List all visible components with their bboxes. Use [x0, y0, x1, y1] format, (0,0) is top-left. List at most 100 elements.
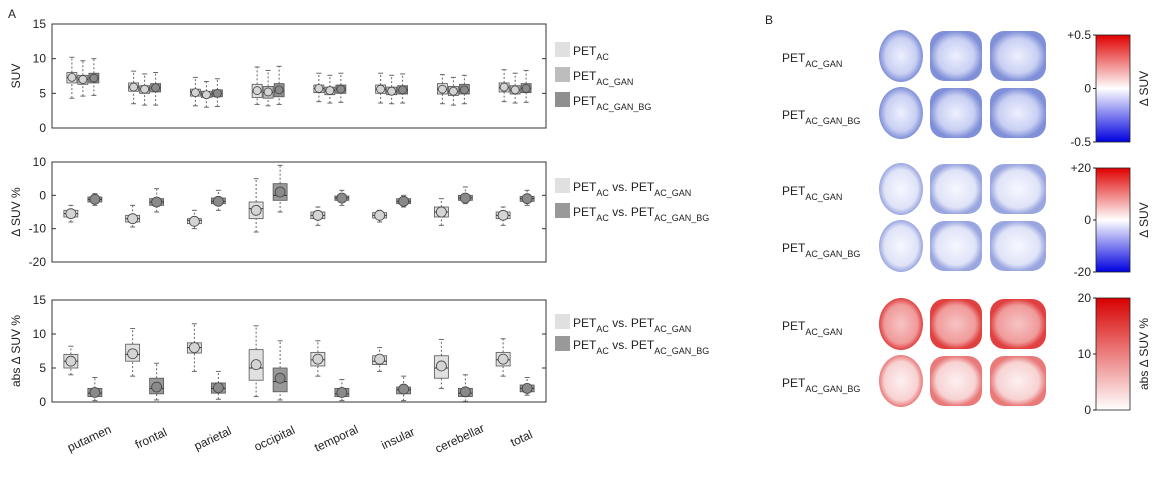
- legend-label-part: AC_GAN_BG: [654, 213, 709, 223]
- mean: [66, 356, 76, 366]
- mean: [251, 205, 261, 215]
- legend-label-part: vs. PET: [609, 338, 655, 352]
- legend-label-part: AC: [596, 188, 609, 198]
- mean: [326, 87, 334, 95]
- legend-label: PETAC_GAN: [573, 69, 633, 87]
- legend-label: PETAC vs. PETAC_GAN_BG: [573, 205, 709, 223]
- row-label: PETAC_GAN_BG: [782, 108, 860, 126]
- y-tick-label: 0: [39, 121, 46, 135]
- mean: [275, 187, 285, 197]
- mean: [90, 387, 100, 397]
- legend-label: PETAC: [573, 44, 609, 62]
- y-tick-label: 15: [33, 293, 47, 307]
- colorbar-title: Δ SUV: [1137, 202, 1151, 237]
- mean: [128, 214, 138, 224]
- y-tick-label: -10: [29, 222, 47, 236]
- brain-image: [990, 356, 1046, 406]
- mean: [152, 197, 162, 207]
- brain-image: [930, 221, 982, 271]
- legend-label: PETAC vs. PETAC_GAN: [573, 180, 691, 198]
- mean: [375, 210, 385, 220]
- mean: [460, 193, 470, 203]
- colorbar-tick-label: -20: [1074, 265, 1092, 279]
- mean: [500, 83, 508, 91]
- y-tick-label: 10: [33, 327, 47, 341]
- brain-image: [990, 88, 1046, 138]
- mean: [141, 85, 149, 93]
- y-tick-label: 5: [39, 361, 46, 375]
- panel-label: A: [8, 7, 16, 21]
- colorbar: [1096, 168, 1130, 272]
- row-label-part: PET: [782, 241, 806, 255]
- colorbar: [1096, 298, 1130, 410]
- brain-image: [990, 299, 1046, 349]
- y-tick-label: 10: [33, 155, 47, 169]
- colorbar-title: Δ SUV: [1137, 71, 1151, 106]
- legend-label-part: AC_GAN_BG: [596, 102, 651, 112]
- row-label-part: AC_GAN_BG: [805, 384, 860, 394]
- plot-frame: [52, 162, 546, 262]
- colorbar-tick-label: 0: [1084, 403, 1091, 417]
- x-tick-label: cerebellar: [433, 421, 487, 456]
- mean: [436, 207, 446, 217]
- mean: [130, 83, 138, 91]
- row-label-part: PET: [782, 184, 806, 198]
- colorbar-tick-label: +0.5: [1067, 28, 1091, 42]
- row-label: PETAC_GAN: [782, 184, 842, 202]
- mean: [498, 210, 508, 220]
- panel-label: B: [765, 13, 773, 27]
- mean: [202, 91, 210, 99]
- colorbar-tick-label: 0: [1084, 213, 1091, 227]
- brain-image: [930, 31, 982, 81]
- x-tick-label: temporal: [312, 422, 360, 454]
- mean: [522, 383, 532, 393]
- row-label: PETAC_GAN: [782, 319, 842, 337]
- mean: [449, 87, 457, 95]
- row-label-part: PET: [782, 108, 806, 122]
- mean: [313, 354, 323, 364]
- legend-label-part: vs. PET: [609, 316, 655, 330]
- mean: [460, 86, 468, 94]
- legend-label-part: AC_GAN: [654, 324, 691, 334]
- y-tick-label: 0: [39, 395, 46, 409]
- mean: [191, 89, 199, 97]
- brain-image: [879, 87, 923, 139]
- mean: [128, 349, 138, 359]
- colorbar-title: abs Δ SUV %: [1137, 318, 1151, 390]
- brain-image: [990, 31, 1046, 81]
- colorbar-tick-label: 10: [1078, 347, 1092, 361]
- legend-swatch: [555, 314, 570, 329]
- y-tick-label: -20: [29, 255, 47, 269]
- colorbar-tick-label: +20: [1071, 161, 1092, 175]
- x-tick-label: occipital: [252, 423, 297, 454]
- legend-swatch: [555, 92, 570, 107]
- row-label-part: PET: [782, 51, 806, 65]
- legend-label-part: AC: [596, 213, 609, 223]
- x-tick-label: parietal: [192, 424, 234, 453]
- mean: [152, 84, 160, 92]
- mean: [213, 383, 223, 393]
- brain-image: [879, 355, 923, 407]
- mean: [436, 361, 446, 371]
- y-tick-label: 5: [39, 86, 46, 100]
- mean: [264, 88, 272, 96]
- x-tick-label: insular: [379, 425, 417, 453]
- brain-image: [930, 88, 982, 138]
- legend-label-part: PET: [573, 205, 597, 219]
- mean: [189, 343, 199, 353]
- mean: [213, 89, 221, 97]
- mean: [337, 85, 345, 93]
- legend-label-part: PET: [573, 180, 597, 194]
- mean: [213, 196, 223, 206]
- legend-label-part: AC_GAN_BG: [654, 346, 709, 356]
- mean: [375, 354, 385, 364]
- mean: [90, 194, 100, 204]
- plot-frame: [52, 24, 546, 128]
- mean: [253, 87, 261, 95]
- mean: [399, 86, 407, 94]
- legend-swatch: [555, 67, 570, 82]
- figure: AB051015SUVPETACPETAC_GANPETAC_GAN_BG-20…: [0, 0, 1156, 479]
- mean: [399, 384, 409, 394]
- brain-image: [930, 356, 982, 406]
- mean: [438, 85, 446, 93]
